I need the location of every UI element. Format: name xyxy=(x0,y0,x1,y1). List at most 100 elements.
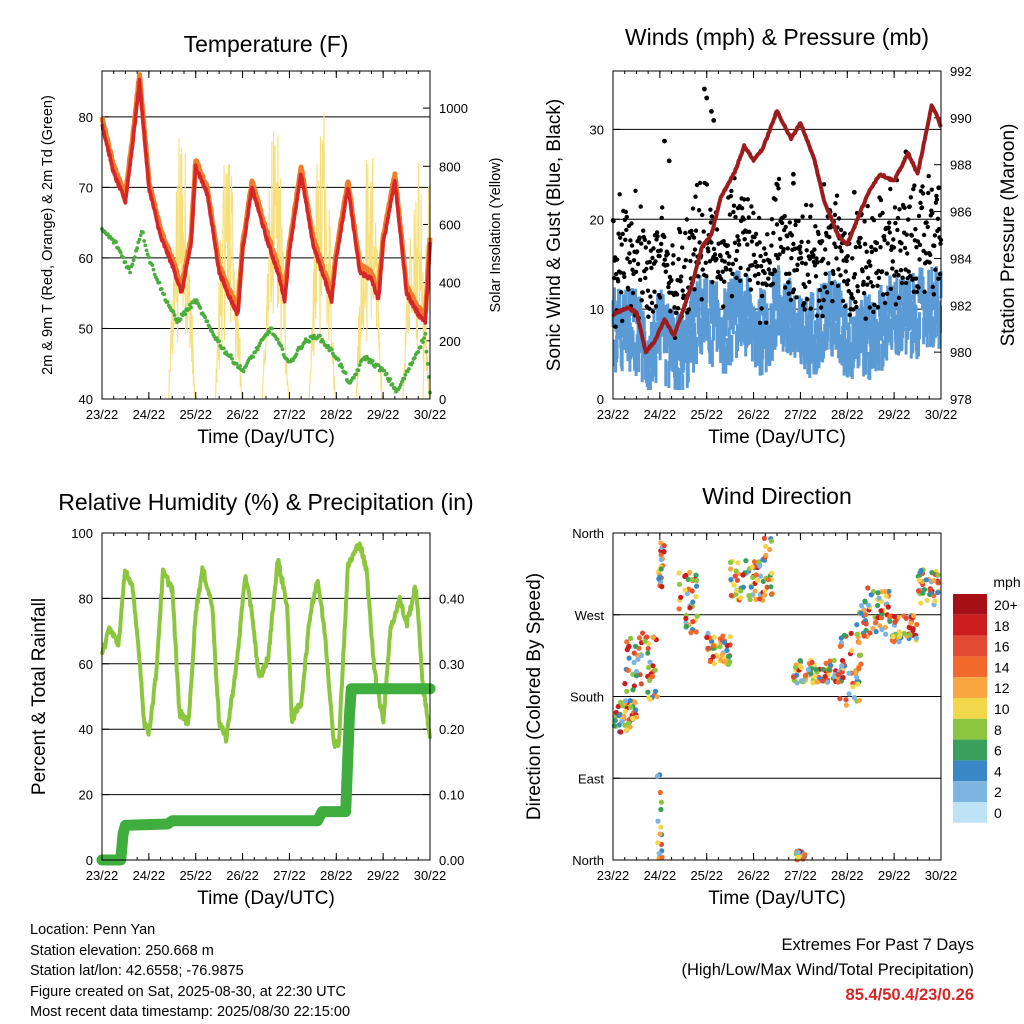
gust-point xyxy=(668,309,673,314)
humidity-series xyxy=(100,541,432,749)
station-location: Location: Penn Yan xyxy=(30,922,156,938)
x-tick-label: 30/22 xyxy=(925,407,958,422)
gust-point xyxy=(667,274,673,280)
gust-point xyxy=(704,182,709,187)
direction-point xyxy=(654,773,661,779)
gust-point xyxy=(643,275,648,281)
direction-point xyxy=(734,588,740,594)
dewpoint-point xyxy=(382,368,387,373)
gust-point xyxy=(916,285,921,290)
gust-point xyxy=(650,255,655,261)
direction-point xyxy=(645,650,651,656)
direction-point xyxy=(878,608,884,614)
direction-point xyxy=(813,666,819,672)
direction-point xyxy=(886,588,892,595)
gust-point xyxy=(799,239,804,245)
gust-point xyxy=(651,246,656,251)
direction-point xyxy=(875,602,881,609)
direction-point xyxy=(647,659,653,665)
gust-point xyxy=(642,237,647,242)
direction-point xyxy=(652,667,658,673)
direction-point xyxy=(757,573,764,579)
gust-point xyxy=(896,273,901,278)
gust-point xyxy=(616,231,621,236)
gust-point xyxy=(757,320,763,325)
direction-point xyxy=(840,675,846,681)
gust-point xyxy=(853,245,859,250)
dewpoint-point xyxy=(244,364,249,368)
direction-point xyxy=(728,576,734,583)
gust-point xyxy=(736,242,742,247)
gust-point xyxy=(866,275,871,281)
direction-point xyxy=(913,635,920,641)
y-tick-label: 40 xyxy=(79,722,93,737)
y-tick-label: 100 xyxy=(71,526,93,541)
gust-point xyxy=(653,259,658,264)
gust-point xyxy=(936,276,941,281)
gust-point xyxy=(937,271,943,277)
gust-point xyxy=(639,298,644,303)
x-tick-label: 25/22 xyxy=(179,407,212,422)
dewpoint-point xyxy=(423,332,428,336)
y2-tick-label: 992 xyxy=(950,64,972,79)
direction-point xyxy=(887,618,893,625)
legend-swatch xyxy=(953,739,987,761)
gust-point xyxy=(709,214,715,219)
gust-point xyxy=(870,284,875,289)
gust-point xyxy=(888,286,893,291)
y-tick-label: 20 xyxy=(590,212,604,227)
gust-point xyxy=(613,272,619,277)
direction-point xyxy=(725,653,732,660)
gust-point xyxy=(725,243,730,248)
direction-point xyxy=(622,681,628,687)
x-tick-label: 25/22 xyxy=(690,407,723,422)
gust-point xyxy=(725,250,730,256)
x-tick-label: 24/22 xyxy=(644,407,677,422)
x-tick-label: 28/22 xyxy=(320,407,353,422)
plot-border xyxy=(612,532,942,861)
dewpoint-point xyxy=(155,277,160,282)
station-info: Location: Penn Yan Station elevation: 25… xyxy=(30,920,350,1023)
gust-point xyxy=(820,313,825,319)
gust-point xyxy=(834,193,840,198)
direction-point xyxy=(875,590,881,596)
direction-point xyxy=(839,669,845,675)
gust-point xyxy=(635,261,641,267)
gust-point xyxy=(666,284,671,290)
gust-point xyxy=(639,241,644,246)
gust-point xyxy=(915,239,921,244)
direction-point xyxy=(728,592,734,599)
gust-point xyxy=(747,278,752,283)
direction-point xyxy=(923,577,929,583)
direction-point xyxy=(802,673,809,679)
direction-point xyxy=(918,600,924,606)
dewpoint-point xyxy=(339,362,343,367)
gust-point xyxy=(878,245,883,250)
y2-tick-label: 990 xyxy=(950,111,972,126)
gust-point xyxy=(811,253,816,258)
gust-point xyxy=(916,213,922,219)
gust-point xyxy=(776,176,782,182)
gust-point xyxy=(629,221,634,226)
y-tick-label: West xyxy=(575,608,605,623)
direction-point xyxy=(835,671,841,678)
direction-point xyxy=(619,718,625,724)
direction-point xyxy=(659,584,665,590)
legend-label: 2 xyxy=(994,784,1002,800)
direction-point xyxy=(735,560,741,566)
gust-point xyxy=(899,241,904,246)
gust-point xyxy=(776,186,781,191)
gust-point xyxy=(751,252,757,257)
gust-point xyxy=(827,234,832,240)
gust-point xyxy=(890,266,895,271)
x-tick-label: 29/22 xyxy=(367,407,400,422)
direction-point xyxy=(658,799,665,805)
gust-point xyxy=(691,235,697,240)
gust-point xyxy=(682,264,687,270)
gust-point xyxy=(623,209,628,215)
direction-point xyxy=(846,691,852,697)
gust-point xyxy=(613,324,618,329)
direction-point xyxy=(882,588,888,595)
direction-point xyxy=(689,588,695,594)
dewpoint-point xyxy=(424,349,429,354)
